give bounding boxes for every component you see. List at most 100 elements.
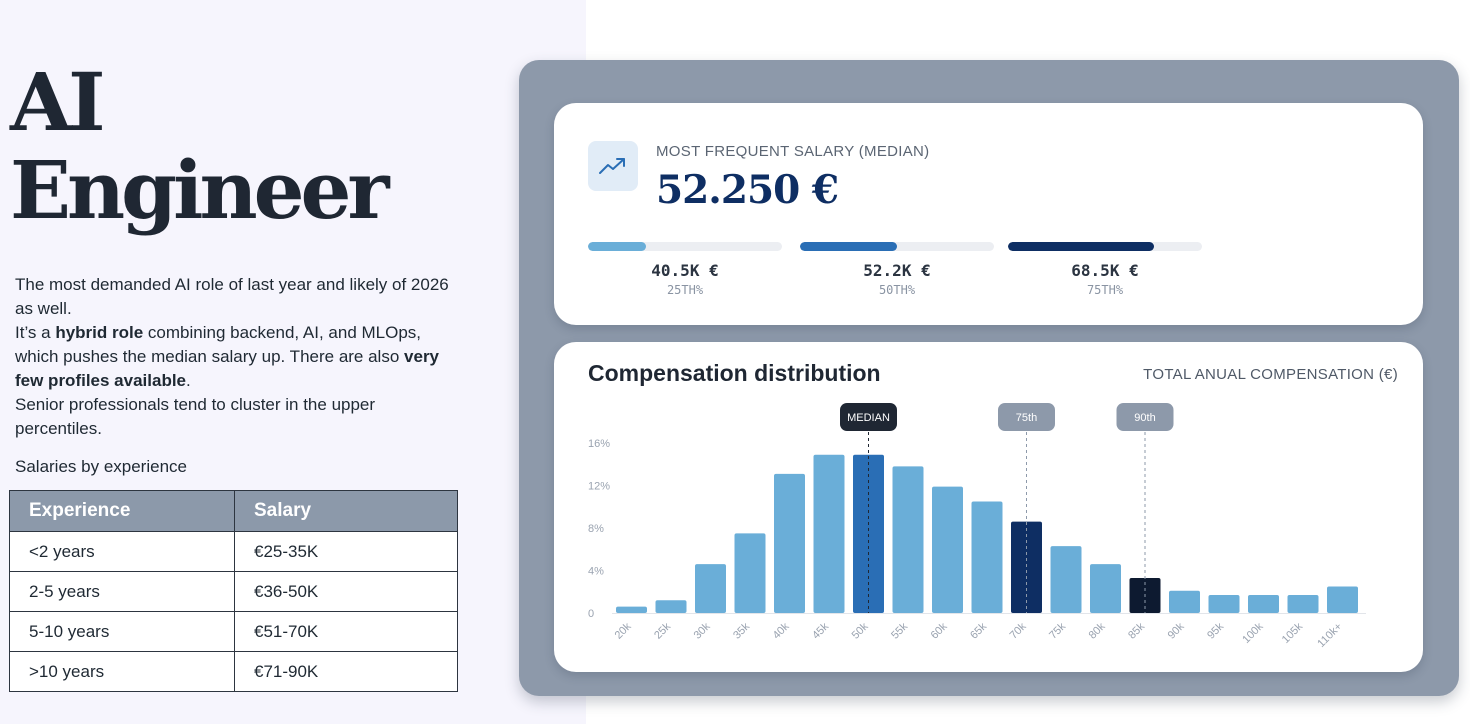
y-tick-label: 8% xyxy=(588,523,604,535)
percentile-25: 40.5K € 25TH% xyxy=(588,242,782,297)
x-tick-label: 45k xyxy=(810,620,831,641)
bar-25k xyxy=(655,600,687,613)
x-tick-label: 55k xyxy=(889,620,910,641)
experience-cell: >10 years xyxy=(9,651,235,692)
description-paragraph-3: Senior professionals tend to cluster in … xyxy=(15,395,376,438)
description-paragraph-2: It’s a hybrid role combining backend, AI… xyxy=(15,321,450,393)
bar-65k xyxy=(971,501,1003,613)
description-emphasis: hybrid role xyxy=(55,323,144,342)
bar-100k xyxy=(1248,594,1279,613)
description-text: . xyxy=(186,371,191,390)
percentile-fill xyxy=(800,242,897,251)
x-tick-label: 20k xyxy=(613,620,634,641)
bar-105k xyxy=(1287,594,1319,613)
marker-label-90th: 90th xyxy=(1134,412,1155,424)
percentile-fill xyxy=(588,242,647,251)
bar-90k xyxy=(1169,590,1200,613)
experience-cell: 2-5 years xyxy=(9,571,235,612)
page-title-line2: Engineer xyxy=(10,143,390,237)
salary-cell: €71-90K xyxy=(234,651,458,692)
x-tick-label: 105k xyxy=(1280,620,1306,646)
percentile-fill xyxy=(1008,242,1154,251)
percentile-50: 52.2K € 50TH% xyxy=(800,242,994,297)
distribution-chart: 0 4% 8% 12% 16% 20k 25k 30k 35k 40k 45k 50k 55k 60k 65… xyxy=(588,403,1366,650)
bar-75k xyxy=(1050,546,1082,613)
marker-badge-90th xyxy=(1116,403,1174,431)
x-tick-label: 85k xyxy=(1126,620,1147,641)
percentile-value: 52.2K € xyxy=(863,261,931,280)
x-tick-label: 35k xyxy=(731,620,752,641)
percentile-track xyxy=(800,242,994,251)
x-tick-label: 80k xyxy=(1087,620,1108,641)
table-row: 2-5 years €36-50K xyxy=(9,571,458,612)
bar-20k xyxy=(616,606,647,613)
y-tick-label: 12% xyxy=(588,481,610,493)
bar-40k xyxy=(774,473,805,613)
salary-table: Experience Salary <2 years €25-35K 2-5 y… xyxy=(9,490,458,692)
percentile-value: 40.5K € xyxy=(651,261,719,280)
bar-30k xyxy=(695,564,726,613)
x-tick-label: 95k xyxy=(1205,620,1226,641)
role-description: The most demanded AI role of last year a… xyxy=(15,273,450,441)
experience-cell: <2 years xyxy=(9,531,235,572)
bar-45k xyxy=(813,454,845,613)
description-paragraph-1: The most demanded AI role of last year a… xyxy=(15,275,449,318)
x-tick-label: 25k xyxy=(652,620,673,641)
experience-cell: 5-10 years xyxy=(9,611,235,652)
marker-badge-median xyxy=(840,403,897,431)
x-tick-label: 60k xyxy=(929,620,950,641)
percentile-label: 50TH% xyxy=(878,283,916,297)
bar-95k xyxy=(1208,594,1240,613)
median-salary-card: MOST FREQUENT SALARY (MEDIAN) 52.250 € 4… xyxy=(554,103,1423,325)
marker-badge-75th xyxy=(998,403,1055,431)
bar-70k xyxy=(1011,521,1042,613)
y-tick-label: 16% xyxy=(588,438,610,450)
description-text: It’s a xyxy=(15,323,56,342)
table-row: >10 years €71-90K xyxy=(9,651,458,692)
x-tick-label: 50k xyxy=(850,620,871,641)
x-tick-label: 70k xyxy=(1008,620,1029,641)
salary-cell: €25-35K xyxy=(234,531,458,572)
salary-table-caption: Salaries by experience xyxy=(15,457,187,476)
page-title-line1: AI xyxy=(10,55,105,149)
bar-110k+ xyxy=(1327,586,1358,613)
x-tick-label: 100k xyxy=(1240,620,1266,646)
trending-up-icon xyxy=(588,141,638,191)
salary-cell: €36-50K xyxy=(234,571,458,612)
x-tick-label: 65k xyxy=(968,620,989,641)
x-tick-label: 75k xyxy=(1047,620,1068,641)
percentile-label: 25TH% xyxy=(666,283,704,297)
percentile-track xyxy=(588,242,782,251)
x-tick-label: 30k xyxy=(692,620,713,641)
description-emphasis: very few profiles available xyxy=(15,347,440,390)
median-label: MOST FREQUENT SALARY (MEDIAN) xyxy=(656,143,930,160)
x-tick-label: 40k xyxy=(771,620,792,641)
description-text: combining backend, AI, and MLOps, which … xyxy=(15,323,422,366)
percentile-75: 68.5K € 75TH% xyxy=(1008,242,1202,297)
marker-label-median: MEDIAN xyxy=(847,412,890,424)
trending-up-icon-graphic xyxy=(599,158,625,174)
bar-60k xyxy=(932,486,963,613)
percentile-value: 68.5K € xyxy=(1071,261,1139,280)
percentile-track xyxy=(1008,242,1202,251)
page-title: AI Engineer xyxy=(10,55,390,237)
percentile-label: 75TH% xyxy=(1086,283,1124,297)
salary-cell: €51-70K xyxy=(234,611,458,652)
chart-title: Compensation distribution xyxy=(588,360,881,386)
bar-35k xyxy=(734,533,766,613)
stats-frame: MOST FREQUENT SALARY (MEDIAN) 52.250 € 4… xyxy=(519,60,1459,696)
marker-label-75th: 75th xyxy=(1016,412,1037,424)
y-tick-label: 4% xyxy=(588,566,604,578)
table-row: <2 years €25-35K xyxy=(9,531,458,572)
chart-subtitle: TOTAL ANUAL COMPENSATION (€) xyxy=(1143,366,1398,383)
bar-55k xyxy=(892,466,924,613)
y-tick-label: 0 xyxy=(588,608,594,620)
x-tick-label: 90k xyxy=(1166,620,1187,641)
bar-50k xyxy=(853,454,884,613)
left-panel: AI Engineer The most demanded AI role of… xyxy=(0,0,586,724)
distribution-card: Compensation distribution TOTAL ANUAL CO… xyxy=(554,342,1423,672)
column-header-salary: Salary xyxy=(234,490,458,532)
median-value: 52.250 € xyxy=(656,167,839,213)
x-tick-label: 110k+ xyxy=(1315,621,1344,650)
table-header-row: Experience Salary xyxy=(9,490,458,532)
